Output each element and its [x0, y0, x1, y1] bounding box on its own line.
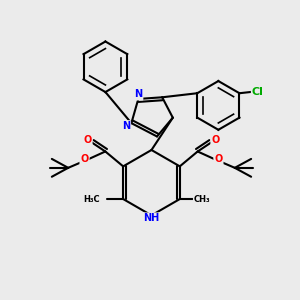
Text: N: N [134, 89, 142, 100]
Text: O: O [214, 154, 223, 164]
Text: O: O [80, 154, 89, 164]
Text: NH: NH [143, 213, 160, 224]
Text: N: N [122, 121, 130, 131]
Text: CH₃: CH₃ [194, 194, 210, 203]
Text: O: O [83, 135, 92, 145]
Text: Cl: Cl [252, 87, 264, 97]
Text: H₃C: H₃C [83, 194, 99, 203]
Text: O: O [211, 135, 220, 145]
